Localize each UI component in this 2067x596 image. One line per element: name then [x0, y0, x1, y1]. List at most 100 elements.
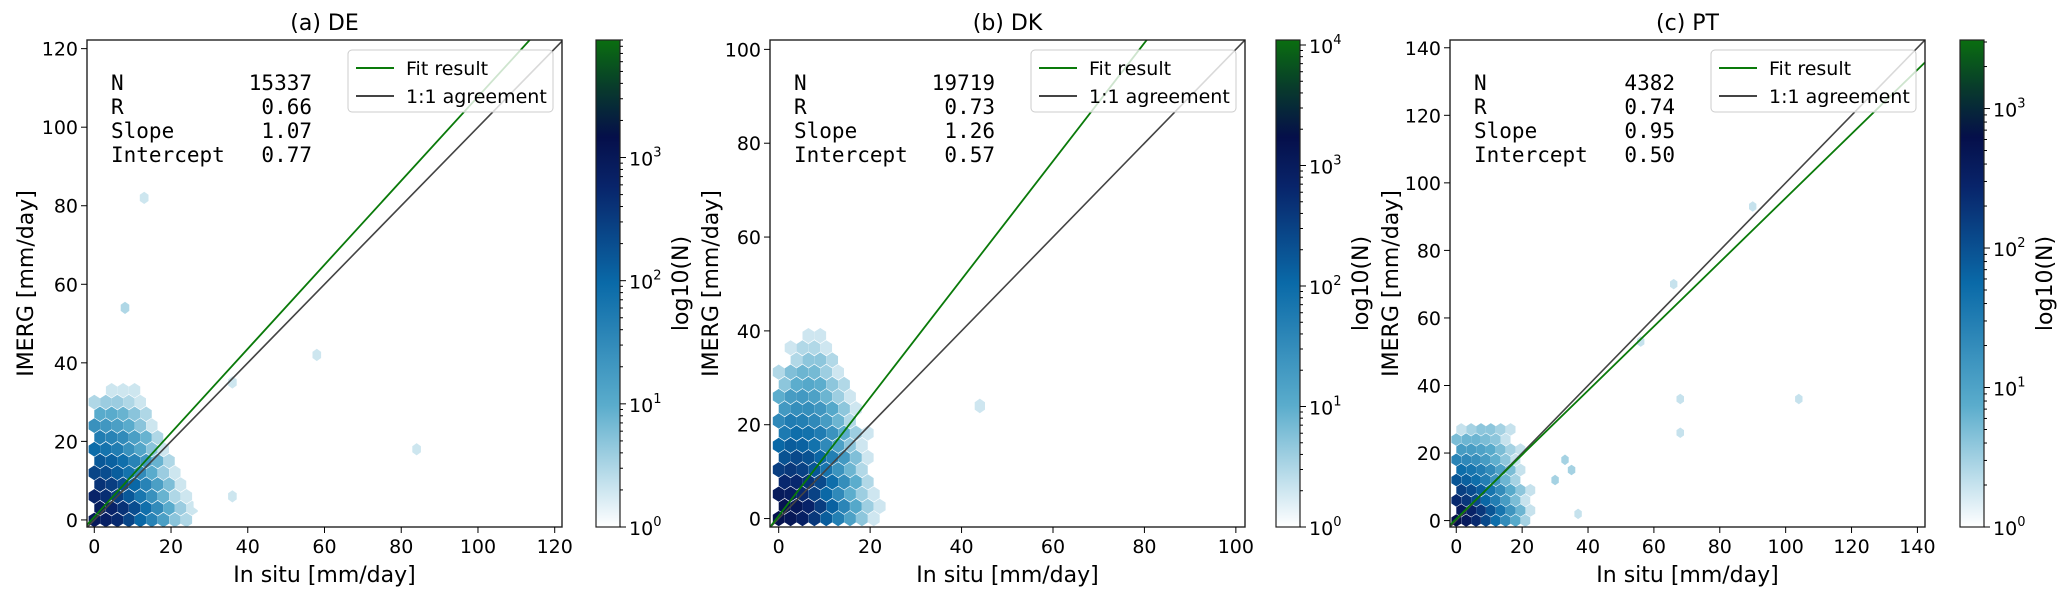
hexbin-cell [111, 465, 123, 481]
hexbin-cell [151, 500, 164, 516]
axes-frame [1449, 39, 1926, 528]
colorbar [1275, 39, 1301, 528]
colorbar-tick-exponent: 1 [1333, 394, 1341, 409]
hexbin-cell [1650, 387, 1658, 398]
hexbin-cell [123, 394, 135, 410]
x-tick-label: 0 [1450, 536, 1462, 558]
hexbin-cell [151, 132, 160, 146]
hexbin-cell [111, 418, 123, 433]
fit-line [770, 40, 1148, 527]
y-tick-label: 100 [42, 117, 78, 139]
hexbin-cell [873, 498, 886, 514]
hexbin-cell [312, 348, 322, 362]
hexbin-cell [278, 403, 287, 417]
hexbin-cell [867, 510, 880, 527]
hexbin-cell [1461, 494, 1471, 507]
colorbar-tick-base: 10 [1993, 379, 2017, 401]
stats-value: 0.73 [944, 95, 995, 119]
colorbar-tick-base: 10 [1309, 277, 1333, 299]
hexbin-cell [1525, 463, 1536, 477]
hexbin-cell [796, 340, 809, 356]
hexbin-cell [1451, 473, 1462, 487]
hexbin-cell [1637, 427, 1645, 438]
hexbin-cell [1561, 454, 1569, 466]
hexbin-cell [1461, 433, 1471, 446]
x-tick-label: 20 [858, 536, 882, 558]
hexbin-cell [1510, 494, 1521, 507]
hexbin-cell [820, 510, 833, 527]
hexbin-cell [1505, 483, 1516, 497]
hexbin-cell [790, 352, 803, 368]
hexbin-cell [155, 207, 164, 220]
hexbin-cell [1451, 433, 1462, 446]
hexbin-cell [1492, 305, 1500, 317]
hexbin-cell [808, 364, 821, 380]
hexbin-cell [146, 489, 158, 504]
colorbar-tick-exponent: 0 [1333, 515, 1341, 530]
hexbin-cell [212, 278, 222, 291]
hexbin-cell [134, 394, 146, 410]
hexbin-cell [1528, 289, 1536, 300]
hexbin-cell [1660, 241, 1668, 253]
colorbar-label: log10(N) [2033, 236, 2058, 331]
colorbar-tick-exponent: 3 [1333, 153, 1341, 168]
hexbin-cell [862, 498, 874, 514]
hexbin-cell [826, 376, 839, 392]
hexbin-cell [1486, 443, 1496, 456]
hexbin-cell [117, 430, 129, 445]
hexbin-cell [134, 489, 146, 504]
hexbin-cell [796, 388, 809, 405]
colorbar-label: log10(N) [1349, 236, 1374, 331]
hexbin-cell [100, 418, 112, 433]
x-tick-label: 60 [1642, 536, 1666, 558]
colorbar-tick-base: 10 [1309, 397, 1333, 419]
hexbin-cell [772, 413, 785, 429]
hexbin-cell [790, 376, 803, 392]
stats-label: N [1474, 71, 1487, 95]
hexbin-cell [134, 512, 146, 527]
x-tick-label: 40 [1576, 536, 1600, 558]
hexbin-cell [105, 477, 118, 492]
hexbin-cell [1490, 514, 1501, 527]
hexbin-cell [838, 376, 850, 392]
stats-label: Slope [111, 119, 174, 143]
hexbin-cell [1495, 423, 1506, 436]
hexbin-cell [1520, 494, 1531, 507]
hexbin-cell [123, 418, 135, 433]
hexbin-cell [1604, 322, 1612, 334]
colorbar-tick-base: 10 [629, 518, 653, 540]
stats-label: Intercept [111, 143, 225, 167]
hexbin-cell [933, 220, 944, 235]
hexbin-cell [100, 441, 112, 457]
hexbin-cell [1486, 463, 1496, 477]
hexbin-cell [1590, 360, 1599, 371]
hexbin-cell [1597, 447, 1605, 459]
hexbin-cell [1534, 312, 1543, 324]
hexbin-cell [772, 364, 785, 380]
hexbin-cell [1610, 474, 1619, 486]
hexbin-cell [1488, 265, 1497, 276]
hexbin-cell [1490, 453, 1501, 467]
legend-fit-label: Fit result [406, 58, 488, 80]
hexbin-cell [1577, 407, 1586, 418]
hexbin-cell [1530, 514, 1541, 527]
hexbin-cell [1515, 463, 1526, 477]
stats-value: 1.26 [944, 119, 995, 143]
hexbin-cell [796, 437, 809, 453]
y-tick-label: 40 [1417, 375, 1441, 397]
hexbin-cell [1495, 504, 1506, 517]
hexbin-cell [140, 406, 152, 422]
hexbin-cell [1510, 514, 1521, 527]
hexbin-cell [1520, 514, 1531, 527]
hexbin-cell [910, 483, 921, 498]
hexbin-cell [808, 413, 821, 429]
colorbar-label: log10(N) [669, 236, 694, 331]
colorbar-tick-label: 102 [1993, 236, 2025, 261]
hexbin-cell [140, 500, 152, 516]
hexbin-cell [826, 498, 839, 514]
hexbin-cell [94, 406, 106, 422]
hexbin-cell [802, 498, 815, 514]
y-tick-label: 80 [737, 133, 761, 155]
hexbin-cell [1015, 304, 1027, 320]
stats-label: R [111, 95, 124, 119]
